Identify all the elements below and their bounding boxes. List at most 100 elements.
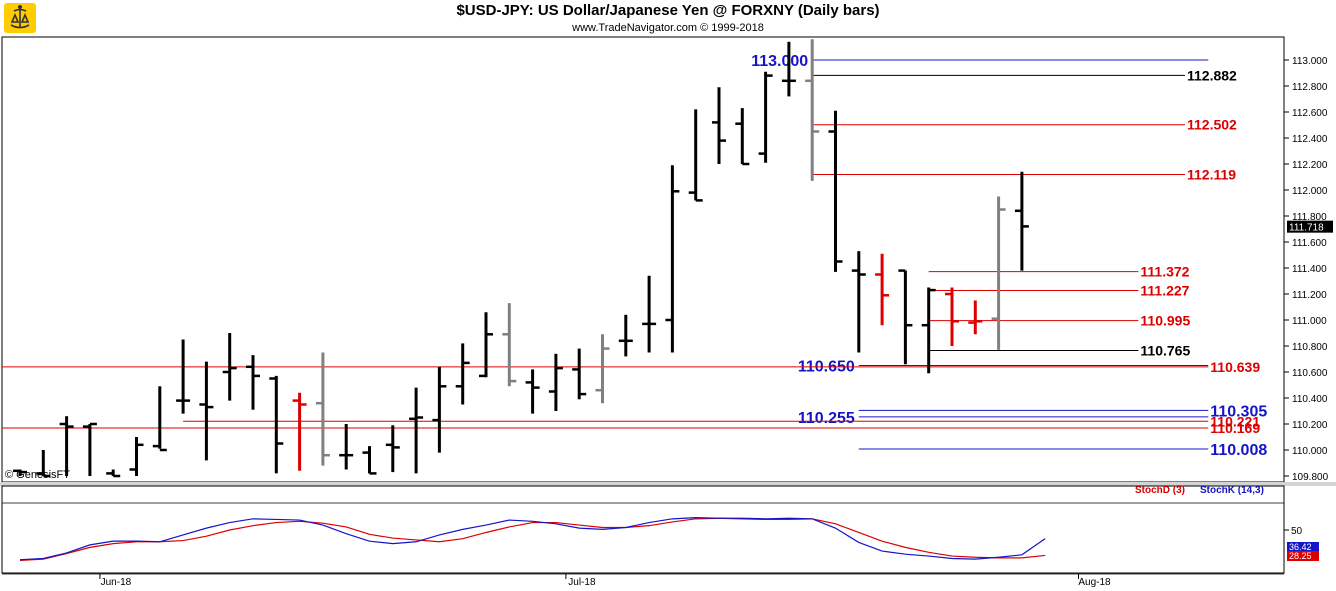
- level-label: 111.227: [1140, 282, 1189, 298]
- y-tick-label: 111.000: [1292, 316, 1327, 327]
- level-label: 110.008: [1210, 442, 1267, 459]
- level-label: 112.502: [1187, 117, 1237, 133]
- ohlc-bar: [385, 425, 400, 473]
- price-levels: 113.000 112.882 112.502 112.119 111.372 111.2…: [2, 53, 1267, 459]
- ohlc-bar: [222, 333, 237, 401]
- ohlc-bar: [292, 392, 307, 471]
- ohlc-bar: [339, 424, 354, 470]
- stoch-d-tag: [1287, 551, 1319, 561]
- y-tick-label: 112.600: [1292, 108, 1328, 119]
- level-label: 110.305: [1210, 403, 1267, 420]
- chart-frame: [0, 36, 1336, 575]
- ohlc-bar: [688, 109, 703, 202]
- level-label: 111.372: [1140, 264, 1189, 280]
- ohlc-bar: [525, 369, 540, 414]
- level-label: 110.995: [1140, 313, 1190, 329]
- ohlc-bar: [572, 348, 587, 400]
- ohlc-bar: [548, 353, 563, 411]
- ohlc-bar: [36, 450, 51, 478]
- level-label: 110.221: [1210, 413, 1260, 429]
- ohlc-bar: [735, 108, 750, 166]
- stochastic-panel-border: [1, 485, 1285, 574]
- y-tick-label: 111.400: [1292, 264, 1327, 275]
- ohlc-bar: [921, 287, 936, 374]
- level-label: 110.255: [798, 410, 855, 427]
- ohlc-bar: [269, 375, 284, 474]
- ohlc-bar: [712, 87, 726, 164]
- y-tick-label: 112.000: [1292, 186, 1328, 197]
- y-tick-label: 112.200: [1292, 160, 1328, 171]
- level-label: 112.882: [1187, 67, 1237, 83]
- chart-header: $USD-JPY: US Dollar/Japanese Yen @ FORXN…: [0, 0, 1336, 36]
- ohlc-bar: [199, 361, 214, 461]
- level-label: 110.169: [1210, 420, 1260, 436]
- stoch-d-last: 28.25: [1289, 551, 1312, 561]
- y-tick-label: 111.800: [1292, 212, 1327, 223]
- stoch-tick-label: 50: [1291, 526, 1303, 537]
- ohlc-bar: [59, 416, 74, 476]
- price-bars: [13, 39, 1029, 478]
- ohlc-bar: [409, 387, 424, 474]
- ohlc-bar: [106, 469, 121, 478]
- last-price-label: 111.718: [1289, 223, 1324, 234]
- stoch-d-line: [19, 517, 1046, 561]
- ohlc-bar: [432, 366, 447, 453]
- stoch-k-line: [19, 516, 1046, 561]
- ohlc-bar: [828, 110, 843, 272]
- y-tick-label: 109.800: [1292, 472, 1329, 483]
- ohlc-bar: [479, 312, 493, 378]
- ohlc-bar: [968, 300, 983, 335]
- y-tick-label: 110.400: [1292, 394, 1328, 405]
- x-tick-label: Aug-18: [1078, 577, 1111, 588]
- ohlc-bar: [152, 386, 167, 452]
- price-axis: 109.800 110.000 110.200 110.400 110.600 110.8…: [1284, 56, 1333, 483]
- y-tick-label: 112.400: [1292, 134, 1328, 145]
- ohlc-bar: [315, 352, 330, 466]
- ohlc-bar: [176, 339, 191, 414]
- chart-title: $USD-JPY: US Dollar/Japanese Yen @ FORXN…: [456, 2, 880, 19]
- ohlc-bar: [758, 71, 773, 163]
- ohlc-bar: [13, 469, 27, 476]
- stoch-k-last: 36.42: [1289, 542, 1312, 552]
- panel-splitter: [0, 482, 1336, 486]
- ohlc-bar: [455, 343, 470, 405]
- ohlc-bar: [362, 446, 377, 475]
- last-price-tag: [1287, 220, 1333, 233]
- ohlc-bar: [82, 422, 97, 476]
- level-label: 110.765: [1140, 343, 1190, 359]
- ohlc-bar: [642, 275, 657, 353]
- x-tick-label: Jun-18: [101, 577, 132, 588]
- stoch-k-tag: [1287, 542, 1319, 551]
- level-label: 112.119: [1187, 167, 1236, 183]
- level-label: 110.639: [1210, 359, 1260, 375]
- ohlc-bar: [851, 251, 866, 353]
- y-tick-label: 111.600: [1292, 238, 1327, 249]
- date-axis: Jun-18 Jul-18 Aug-18: [99, 574, 1111, 588]
- ohlc-bar: [665, 165, 680, 353]
- ohlc-bar: [805, 39, 820, 181]
- level-label: 113.000: [751, 53, 808, 70]
- y-tick-label: 110.600: [1292, 368, 1328, 379]
- y-tick-label: 113.000: [1292, 56, 1328, 67]
- ohlc-bar: [595, 334, 610, 404]
- y-tick-label: 112.800: [1292, 82, 1328, 93]
- legend-stoch-k: StochK (14,3): [1200, 485, 1264, 496]
- ohlc-bar: [1014, 171, 1029, 271]
- ohlc-bar: [781, 41, 796, 97]
- trade-navigator-logo-icon: [4, 3, 36, 33]
- ohlc-bar: [898, 269, 913, 365]
- ohlc-bar: [991, 196, 1006, 350]
- ohlc-bar: [875, 253, 890, 326]
- y-tick-label: 110.800: [1292, 342, 1328, 353]
- chart-subtitle: www.TradeNavigator.com © 1999-2018: [572, 22, 764, 34]
- y-tick-label: 111.200: [1292, 290, 1327, 301]
- y-tick-label: 110.200: [1292, 420, 1328, 431]
- ohlc-bar: [945, 287, 959, 346]
- ohlc-bar: [618, 314, 633, 357]
- ohlc-bar: [129, 437, 144, 476]
- x-tick-label: Jul-18: [568, 577, 596, 588]
- legend-stoch-d: StochD (3): [1135, 485, 1185, 496]
- y-tick-label: 110.000: [1292, 446, 1328, 457]
